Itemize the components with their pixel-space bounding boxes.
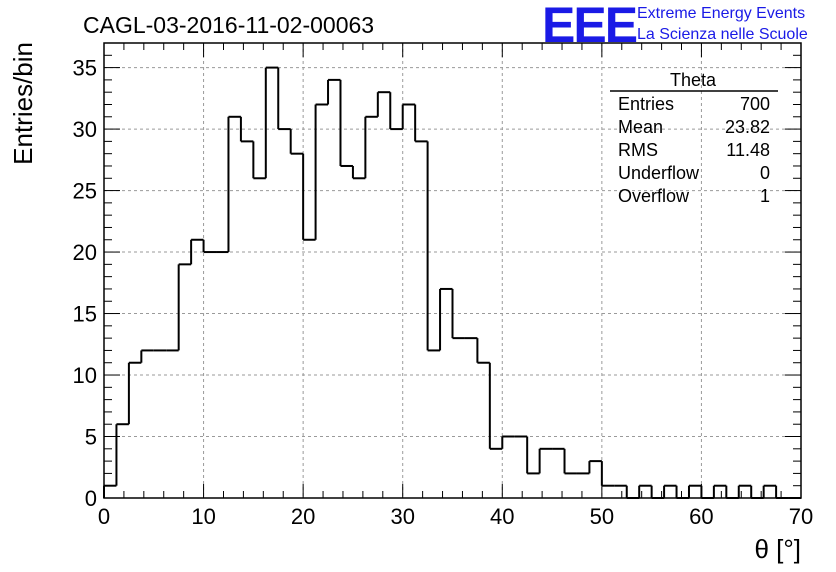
y-tick-label: 35 <box>73 56 97 81</box>
axis-ticks <box>103 42 802 499</box>
stats-value: 23.82 <box>725 117 770 137</box>
y-tick-label: 30 <box>73 117 97 142</box>
eee-logo: EEE Extreme Energy Events La Scienza nel… <box>542 0 808 53</box>
logo-line-2: La Scienza nelle Scuole <box>637 26 808 43</box>
stats-label: Underflow <box>618 163 700 183</box>
x-tick-labels: 0 10 20 30 40 50 60 70 <box>98 504 813 529</box>
stats-value: 11.48 <box>726 140 770 160</box>
stats-label: Entries <box>618 94 674 114</box>
stats-value: 1 <box>760 186 770 206</box>
x-tick-label: 70 <box>789 504 813 529</box>
y-tick-label: 15 <box>73 302 97 327</box>
stats-value: 700 <box>740 94 770 114</box>
plot-frame <box>103 42 802 499</box>
y-tick-label: 25 <box>73 179 97 204</box>
y-tick-labels: 0 5 10 15 20 25 30 35 <box>73 56 97 511</box>
x-tick-label: 30 <box>390 504 414 529</box>
x-tick-label: 40 <box>490 504 514 529</box>
x-tick-label: 0 <box>98 504 110 529</box>
x-tick-label: 20 <box>291 504 315 529</box>
chart-title: CAGL-03-2016-11-02-00063 <box>83 12 374 38</box>
y-axis-title: Entries/bin <box>8 42 38 165</box>
stats-rows: Entries 700 Mean 23.82 RMS 11.48 Underflow 0 Ove… <box>618 94 770 206</box>
stats-title: Theta <box>670 70 717 90</box>
x-tick-label: 50 <box>590 504 614 529</box>
x-tick-label: 60 <box>689 504 713 529</box>
stats-value: 0 <box>760 163 770 183</box>
grid-lines <box>104 43 801 498</box>
histogram-series <box>103 66 801 499</box>
stats-label: Overflow <box>618 186 690 206</box>
stats-box: Theta Entries 700 Mean 23.82 RMS 11.48 Underfl… <box>610 70 778 206</box>
y-tick-label: 0 <box>85 486 97 511</box>
y-tick-label: 20 <box>73 240 97 265</box>
y-tick-label: 5 <box>85 425 97 450</box>
x-tick-label: 10 <box>191 504 215 529</box>
logo-line-1: Extreme Energy Events <box>637 5 805 22</box>
x-axis-title: θ [°] <box>754 534 801 564</box>
y-tick-label: 10 <box>73 363 97 388</box>
logo-mark: EEE <box>542 0 637 53</box>
stats-label: Mean <box>618 117 663 137</box>
stats-label: RMS <box>618 140 658 160</box>
